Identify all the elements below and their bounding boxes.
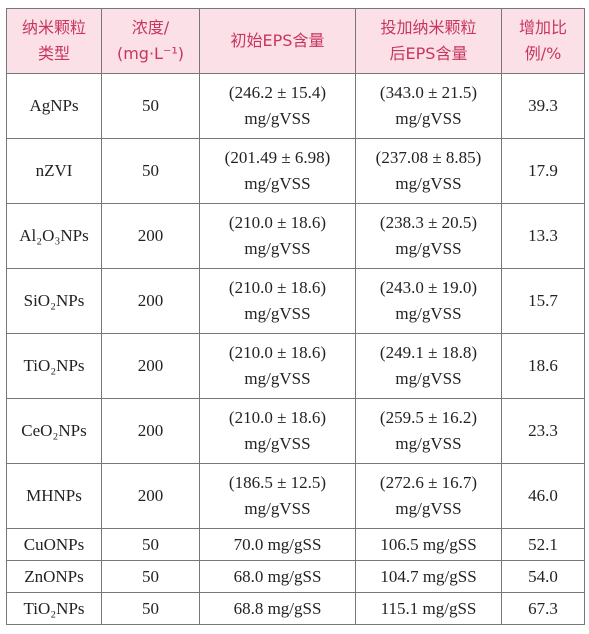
table-row: ZnONPs 50 68.0 mg/gSS 104.7 mg/gSS 54.0	[6, 560, 585, 593]
table-cell: 54.0	[501, 560, 585, 593]
table-cell: 18.6	[501, 333, 585, 399]
table-cell: 200	[101, 463, 200, 529]
table-cell: 70.0 mg/gSS	[199, 528, 356, 561]
table-cell: 50	[101, 528, 200, 561]
table-cell: (210.0 ± 18.6) mg/gVSS	[199, 268, 356, 334]
table-cell: (238.3 ± 20.5) mg/gVSS	[355, 203, 502, 269]
table-row: nZVI 50 (201.49 ± 6.98) mg/gVSS (237.08 ± 8…	[6, 138, 585, 204]
table-row: SiO₂NPs 200 (210.0 ± 18.6) mg/gVSS (243.0 ±…	[6, 268, 585, 334]
table-cell: (210.0 ± 18.6) mg/gVSS	[199, 398, 356, 464]
table-cell: (237.08 ± 8.85) mg/gVSS	[355, 138, 502, 204]
table-cell: 68.0 mg/gSS	[199, 560, 356, 593]
table-cell: Al₂O₃NPs	[6, 203, 102, 269]
table-cell: 23.3	[501, 398, 585, 464]
table-cell: 200	[101, 333, 200, 399]
table-cell: ZnONPs	[6, 560, 102, 593]
table-cell: 15.7	[501, 268, 585, 334]
table-cell: 106.5 mg/gSS	[355, 528, 502, 561]
table-cell: 200	[101, 268, 200, 334]
table-cell: 50	[101, 138, 200, 204]
table-cell: 39.3	[501, 73, 585, 139]
header-cell: 投加纳米颗粒 后EPS含量	[355, 8, 502, 74]
table-cell: 13.3	[501, 203, 585, 269]
table-cell: 104.7 mg/gSS	[355, 560, 502, 593]
table-cell: 50	[101, 560, 200, 593]
table-body: AgNPs 50 (246.2 ± 15.4) mg/gVSS (343.0 ± 21…	[6, 73, 585, 625]
header-cell: 增加比 例/%	[501, 8, 585, 74]
table-cell: (210.0 ± 18.6) mg/gVSS	[199, 333, 356, 399]
table-cell: (249.1 ± 18.8) mg/gVSS	[355, 333, 502, 399]
table-cell: (246.2 ± 15.4) mg/gVSS	[199, 73, 356, 139]
table-cell: MHNPs	[6, 463, 102, 529]
table-row: AgNPs 50 (246.2 ± 15.4) mg/gVSS (343.0 ± 21…	[6, 73, 585, 139]
table-header: 纳米颗粒 类型 浓度/ (mg·L⁻¹) 初始EPS含量 投加纳米颗粒 后EPS含量增…	[6, 8, 585, 74]
header-cell: 初始EPS含量	[199, 8, 356, 74]
table-cell: 67.3	[501, 592, 585, 625]
table-cell: SiO₂NPs	[6, 268, 102, 334]
table-cell: 50	[101, 73, 200, 139]
table-cell: 115.1 mg/gSS	[355, 592, 502, 625]
table-row: MHNPs 200 (186.5 ± 12.5) mg/gVSS (272.6 ± 1…	[6, 463, 585, 529]
table-cell: CuONPs	[6, 528, 102, 561]
table-cell: (186.5 ± 12.5) mg/gVSS	[199, 463, 356, 529]
table-row: Al₂O₃NPs 200 (210.0 ± 18.6) mg/gVSS (238.3 …	[6, 203, 585, 269]
table-cell: AgNPs	[6, 73, 102, 139]
data-table: 纳米颗粒 类型 浓度/ (mg·L⁻¹) 初始EPS含量 投加纳米颗粒 后EPS含量增…	[6, 8, 585, 625]
table-cell: 50	[101, 592, 200, 625]
table-row: CeO₂NPs 200 (210.0 ± 18.6) mg/gVSS (259.5 ±…	[6, 398, 585, 464]
table-cell: 52.1	[501, 528, 585, 561]
header-cell: 纳米颗粒 类型	[6, 8, 102, 74]
header-row: 纳米颗粒 类型 浓度/ (mg·L⁻¹) 初始EPS含量 投加纳米颗粒 后EPS含量增…	[6, 8, 585, 74]
table-row: TiO₂NPs 50 68.8 mg/gSS 115.1 mg/gSS 67.3	[6, 592, 585, 625]
table-cell: (259.5 ± 16.2) mg/gVSS	[355, 398, 502, 464]
table-row: TiO₂NPs 200 (210.0 ± 18.6) mg/gVSS (249.1 ±…	[6, 333, 585, 399]
table-cell: (210.0 ± 18.6) mg/gVSS	[199, 203, 356, 269]
table-cell: 17.9	[501, 138, 585, 204]
table-cell: (272.6 ± 16.7) mg/gVSS	[355, 463, 502, 529]
header-cell: 浓度/ (mg·L⁻¹)	[101, 8, 200, 74]
table-cell: (201.49 ± 6.98) mg/gVSS	[199, 138, 356, 204]
table-cell: (243.0 ± 19.0) mg/gVSS	[355, 268, 502, 334]
table-cell: CeO₂NPs	[6, 398, 102, 464]
table-cell: 46.0	[501, 463, 585, 529]
table-cell: 68.8 mg/gSS	[199, 592, 356, 625]
table-row: CuONPs 50 70.0 mg/gSS 106.5 mg/gSS 52.1	[6, 528, 585, 561]
table-cell: nZVI	[6, 138, 102, 204]
table-cell: 200	[101, 203, 200, 269]
table-cell: 200	[101, 398, 200, 464]
table-cell: TiO₂NPs	[6, 333, 102, 399]
table-cell: TiO₂NPs	[6, 592, 102, 625]
table-cell: (343.0 ± 21.5) mg/gVSS	[355, 73, 502, 139]
